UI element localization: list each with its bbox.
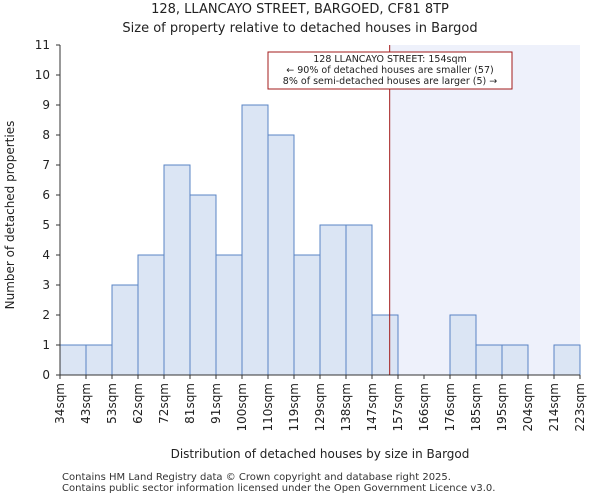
y-tick-label: 3 xyxy=(42,278,50,292)
x-tick-label: 223sqm xyxy=(573,383,587,431)
y-tick-label: 2 xyxy=(42,308,50,322)
x-tick-label: 195sqm xyxy=(495,383,509,431)
bar-72sqm xyxy=(163,164,191,376)
x-tick-label: 110sqm xyxy=(261,383,275,431)
x-tick-label: 34sqm xyxy=(53,383,67,424)
x-tick-label: 129sqm xyxy=(313,383,327,431)
chart-subtitle: Size of property relative to detached ho… xyxy=(122,21,478,36)
y-tick-label: 4 xyxy=(42,248,50,262)
annotation-box: 128 LLANCAYO STREET: 154sqm ← 90% of det… xyxy=(267,51,513,90)
y-tick-label: 8 xyxy=(42,128,50,142)
bar-147sqm xyxy=(371,314,399,376)
larger-than-property-region xyxy=(389,45,580,375)
y-tick-label: 0 xyxy=(42,368,50,382)
bar-53sqm xyxy=(111,284,139,376)
x-tick-label: 166sqm xyxy=(417,383,431,431)
x-tick-label: 138sqm xyxy=(339,383,353,431)
bar-34sqm xyxy=(59,344,87,376)
bar-91sqm xyxy=(215,254,243,376)
y-tick-label: 6 xyxy=(42,188,50,202)
x-tick-label: 185sqm xyxy=(469,383,483,431)
y-ticks-group: 0 1 2 3 4 5 6 7 8 9 10 11 xyxy=(35,38,60,382)
chart-title: 128, LLANCAYO STREET, BARGOED, CF81 8TP xyxy=(151,2,449,17)
y-tick-label: 1 xyxy=(42,338,50,352)
bar-129sqm xyxy=(319,224,347,376)
bar-138sqm xyxy=(345,224,373,376)
annotation-line-3: 8% of semi-detached houses are larger (5… xyxy=(283,76,497,87)
x-tick-label: 72sqm xyxy=(157,383,171,424)
x-tick-label: 147sqm xyxy=(365,383,379,431)
footer-copyright: Contains HM Land Registry data © Crown c… xyxy=(62,472,451,483)
bars-group xyxy=(59,104,581,376)
bar-43sqm xyxy=(85,344,113,376)
bar-100sqm xyxy=(241,104,269,376)
y-tick-label: 10 xyxy=(35,68,50,82)
x-axis-label: Distribution of detached houses by size … xyxy=(171,447,470,461)
bar-195sqm xyxy=(501,344,529,376)
x-ticks-group: 34sqm 43sqm 53sqm 62sqm 72sqm 81sqm 91sqm 100sq… xyxy=(53,375,587,431)
bar-81sqm xyxy=(189,194,217,376)
annotation-line-2: ← 90% of detached houses are smaller (57… xyxy=(286,65,493,76)
y-axis-label: Number of detached properties xyxy=(3,121,17,310)
y-tick-label: 5 xyxy=(42,218,50,232)
x-tick-label: 62sqm xyxy=(131,383,145,424)
x-tick-label: 43sqm xyxy=(79,383,93,424)
annotation-border xyxy=(267,51,513,90)
bar-185sqm xyxy=(475,344,503,376)
y-tick-label: 11 xyxy=(35,38,50,52)
x-tick-label: 53sqm xyxy=(105,383,119,424)
y-tick-label: 7 xyxy=(42,158,50,172)
y-tick-label: 9 xyxy=(42,98,50,112)
bar-62sqm xyxy=(137,254,165,376)
x-tick-label: 157sqm xyxy=(391,383,405,431)
x-tick-label: 214sqm xyxy=(547,383,561,431)
x-tick-label: 204sqm xyxy=(521,383,535,431)
bar-119sqm xyxy=(293,254,321,376)
annotation-line-1: 128 LLANCAYO STREET: 154sqm xyxy=(313,54,467,65)
bar-214sqm xyxy=(553,344,581,376)
x-tick-label: 100sqm xyxy=(235,383,249,431)
footer-licence: Contains public sector information licen… xyxy=(62,483,496,494)
bar-176sqm xyxy=(449,314,477,376)
x-tick-label: 81sqm xyxy=(183,383,197,424)
x-tick-label: 176sqm xyxy=(443,383,457,431)
x-tick-label: 119sqm xyxy=(287,383,301,431)
bar-110sqm xyxy=(267,134,295,376)
x-tick-label: 91sqm xyxy=(209,383,223,424)
